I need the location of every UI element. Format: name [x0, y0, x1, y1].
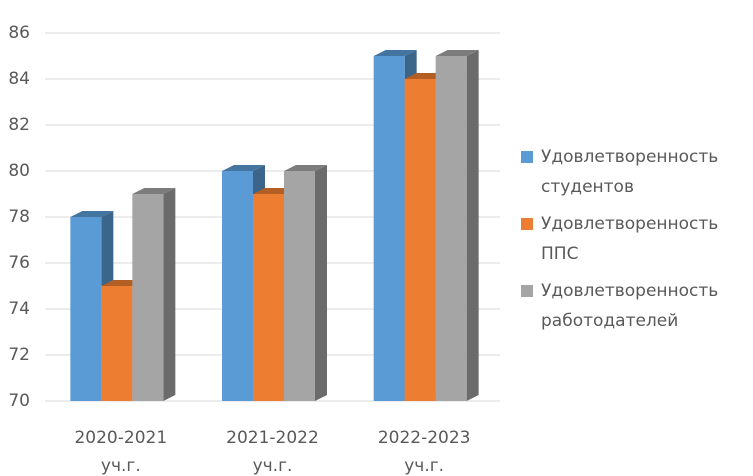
bar [70, 217, 102, 401]
y-tick-label: 80 [8, 161, 30, 181]
bar-top [435, 50, 479, 56]
legend-label: Удовлетворенность студентов [541, 147, 718, 197]
legend-swatch [521, 285, 533, 297]
bar [404, 79, 436, 401]
bar-top [222, 165, 265, 171]
bar [435, 56, 467, 401]
y-tick-label: 76 [8, 253, 30, 273]
legend-swatch [521, 218, 533, 230]
y-tick-label: 74 [8, 299, 30, 319]
y-tick-label: 72 [8, 345, 30, 365]
y-tick-label: 70 [8, 391, 30, 411]
bar-side [163, 188, 176, 401]
legend-label: Удовлетворенность ППС [541, 214, 718, 264]
y-tick-label: 86 [8, 23, 30, 43]
x-tick-label: 2021-2022 уч.г. [226, 428, 319, 476]
x-tick-label: 2022-2023 уч.г. [378, 428, 471, 476]
bar-side [466, 50, 479, 401]
bar [284, 171, 315, 401]
bar [132, 194, 164, 401]
y-tick-label: 84 [8, 69, 30, 89]
bar-top [132, 188, 176, 194]
x-tick-label: 2020-2021 уч.г. [74, 428, 167, 476]
bar-side [315, 165, 327, 401]
legend-swatch [521, 151, 533, 163]
bar-top [70, 211, 114, 217]
bar [222, 171, 253, 401]
y-tick-label: 78 [8, 207, 30, 227]
bar-top [284, 165, 327, 171]
bar [253, 194, 284, 401]
bar-top [373, 50, 417, 56]
bar [373, 56, 405, 401]
y-tick-label: 82 [8, 115, 30, 135]
legend-label: Удовлетворенность работодателей [541, 281, 718, 331]
bar [101, 286, 133, 401]
